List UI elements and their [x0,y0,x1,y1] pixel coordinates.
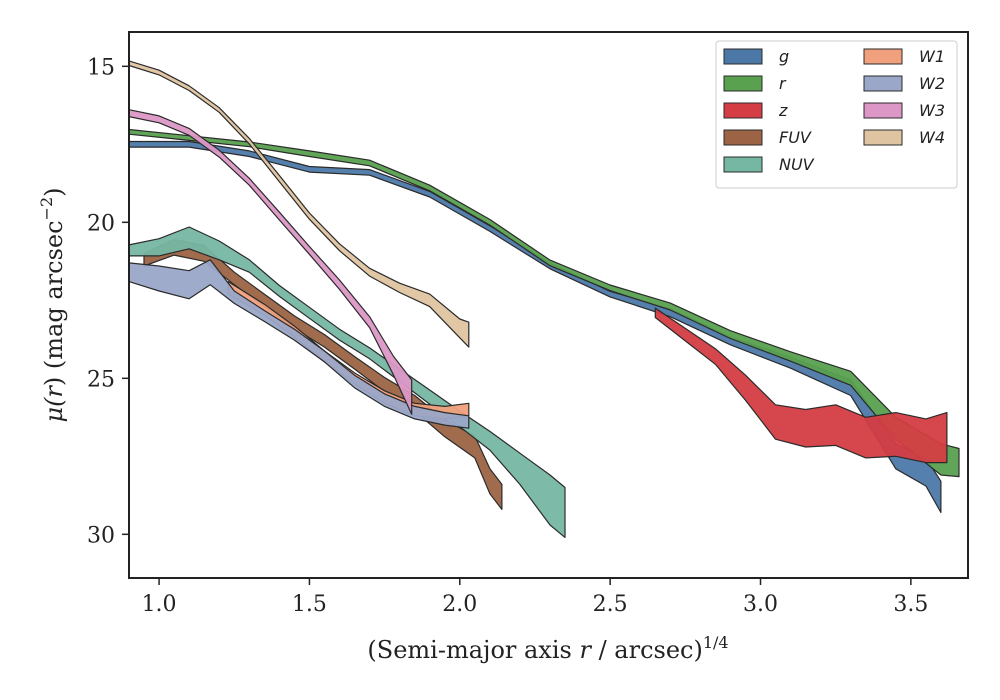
profile-band-w2 [128,259,470,429]
profile-band-r [128,128,960,478]
y-axis-label: μ(r) (mag arcsec−2) [37,187,68,422]
profile-band-w3 [128,109,413,415]
y-tick-label: 20 [87,211,115,236]
profile-band-g [128,140,942,514]
legend-swatch-g [723,48,763,65]
legend-swatch-r [723,75,763,92]
x-tick-label: 2.5 [593,592,628,617]
y-tick-label: 15 [87,55,115,80]
y-tick-label: 25 [87,367,115,392]
legend-swatch-w1 [863,48,903,65]
y-axis-ticks: 15 20 25 30 [87,55,129,548]
legend-label-w1: W1 [919,47,945,66]
legend-label-r: r [779,74,787,93]
band-layer [128,60,960,539]
legend-swatch-w3 [863,102,903,119]
y-tick-label: 30 [87,523,115,548]
legend-label-z: z [778,101,788,120]
legend-swatch-z [723,102,763,119]
legend-label-g: g [779,47,789,66]
legend-label-fuv: FUV [779,128,812,147]
legend-swatch-w2 [863,75,903,92]
x-axis-label: (Semi-major axis r / arcsec)1/4 [367,633,728,664]
x-tick-label: 3.0 [743,592,778,617]
legend-label-w3: W3 [919,101,945,120]
x-axis-ticks: 1.0 1.5 2.0 2.5 3.0 3.5 [142,578,928,617]
legend-label-w2: W2 [919,74,945,93]
legend-swatch-fuv [723,129,763,146]
plot-frame [128,31,969,579]
legend-label-w4: W4 [919,128,945,147]
x-tick-label: 3.5 [893,592,928,617]
profile-band-z [654,307,948,464]
profile-band-w4 [128,60,470,348]
x-tick-label: 1.5 [292,592,327,617]
legend-swatch-w4 [863,129,903,146]
legend: grz FUV NUV W1 W2 W3 W4 [715,40,958,189]
profile-band-nuv [128,226,566,539]
legend-swatch-nuv [723,156,763,173]
x-tick-label: 2.0 [442,592,477,617]
legend-label-nuv: NUV [779,155,815,174]
x-tick-label: 1.0 [142,592,177,617]
